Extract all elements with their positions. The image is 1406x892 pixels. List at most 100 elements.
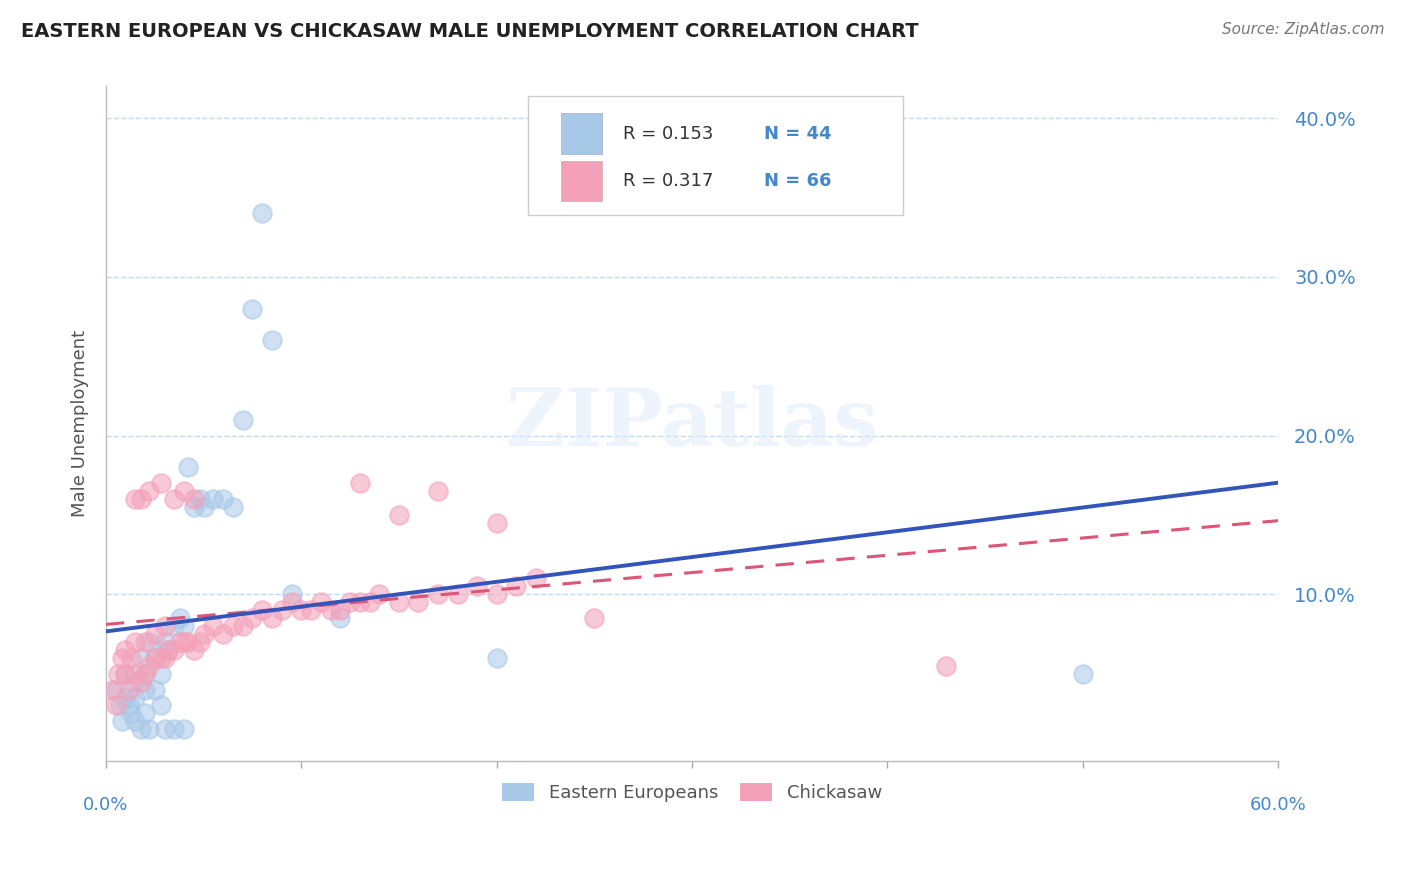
Point	[138, 723, 160, 737]
Point	[368, 587, 391, 601]
Point	[129, 723, 152, 737]
Point	[232, 413, 254, 427]
Point	[583, 611, 606, 625]
Point	[193, 627, 215, 641]
Point	[193, 500, 215, 514]
Point	[134, 682, 156, 697]
Point	[485, 516, 508, 530]
Text: 0.0%: 0.0%	[83, 796, 128, 814]
Text: EASTERN EUROPEAN VS CHICKASAW MALE UNEMPLOYMENT CORRELATION CHART: EASTERN EUROPEAN VS CHICKASAW MALE UNEMP…	[21, 22, 918, 41]
FancyBboxPatch shape	[527, 96, 903, 215]
Point	[260, 611, 283, 625]
Point	[118, 682, 141, 697]
Point	[202, 492, 225, 507]
Point	[177, 460, 200, 475]
Point	[446, 587, 468, 601]
Point	[242, 301, 264, 316]
Point	[153, 619, 176, 633]
Text: R = 0.317: R = 0.317	[623, 172, 713, 190]
Point	[114, 666, 136, 681]
Point	[188, 635, 211, 649]
Point	[935, 658, 957, 673]
Point	[339, 595, 361, 609]
Point	[129, 492, 152, 507]
Point	[149, 650, 172, 665]
Point	[183, 492, 205, 507]
Text: Source: ZipAtlas.com: Source: ZipAtlas.com	[1222, 22, 1385, 37]
Point	[222, 619, 245, 633]
Point	[485, 650, 508, 665]
Point	[143, 650, 166, 665]
Point	[134, 666, 156, 681]
Point	[124, 492, 146, 507]
Point	[153, 723, 176, 737]
Point	[153, 650, 176, 665]
Point	[157, 643, 180, 657]
Point	[163, 619, 186, 633]
Text: R = 0.153: R = 0.153	[623, 125, 713, 143]
Point	[124, 666, 146, 681]
Point	[108, 698, 131, 713]
Point	[280, 587, 302, 601]
Point	[138, 658, 160, 673]
Point	[163, 492, 186, 507]
Point	[149, 666, 172, 681]
Point	[408, 595, 430, 609]
Point	[250, 206, 273, 220]
Point	[118, 698, 141, 713]
Point	[212, 492, 235, 507]
Point	[1071, 666, 1094, 681]
Point	[319, 603, 342, 617]
Point	[110, 714, 132, 729]
Point	[124, 714, 146, 729]
Point	[329, 611, 352, 625]
Point	[124, 674, 146, 689]
Point	[104, 698, 127, 713]
Point	[120, 706, 142, 721]
Point	[169, 635, 191, 649]
Text: 60.0%: 60.0%	[1250, 796, 1306, 814]
Point	[173, 619, 195, 633]
Point	[524, 571, 547, 585]
Point	[232, 619, 254, 633]
Point	[134, 635, 156, 649]
Point	[110, 650, 132, 665]
Point	[290, 603, 312, 617]
Point	[188, 492, 211, 507]
Point	[104, 682, 127, 697]
Point	[329, 603, 352, 617]
Point	[359, 595, 381, 609]
Point	[250, 603, 273, 617]
Point	[388, 508, 411, 522]
FancyBboxPatch shape	[561, 113, 602, 153]
Point	[138, 484, 160, 499]
Point	[427, 587, 450, 601]
Point	[143, 650, 166, 665]
Text: N = 44: N = 44	[763, 125, 831, 143]
Point	[149, 476, 172, 491]
Point	[169, 611, 191, 625]
Point	[173, 723, 195, 737]
Point	[134, 706, 156, 721]
Point	[280, 595, 302, 609]
Point	[138, 635, 160, 649]
Point	[163, 643, 186, 657]
Text: N = 66: N = 66	[763, 172, 831, 190]
Point	[260, 334, 283, 348]
Point	[157, 643, 180, 657]
Point	[309, 595, 332, 609]
Point	[163, 723, 186, 737]
Point	[242, 611, 264, 625]
Point	[202, 619, 225, 633]
Point	[465, 579, 488, 593]
Point	[270, 603, 292, 617]
Point	[222, 500, 245, 514]
Point	[349, 476, 371, 491]
Point	[129, 650, 152, 665]
Point	[149, 698, 172, 713]
FancyBboxPatch shape	[561, 161, 602, 201]
Point	[129, 674, 152, 689]
Point	[349, 595, 371, 609]
Point	[177, 635, 200, 649]
Point	[107, 666, 129, 681]
